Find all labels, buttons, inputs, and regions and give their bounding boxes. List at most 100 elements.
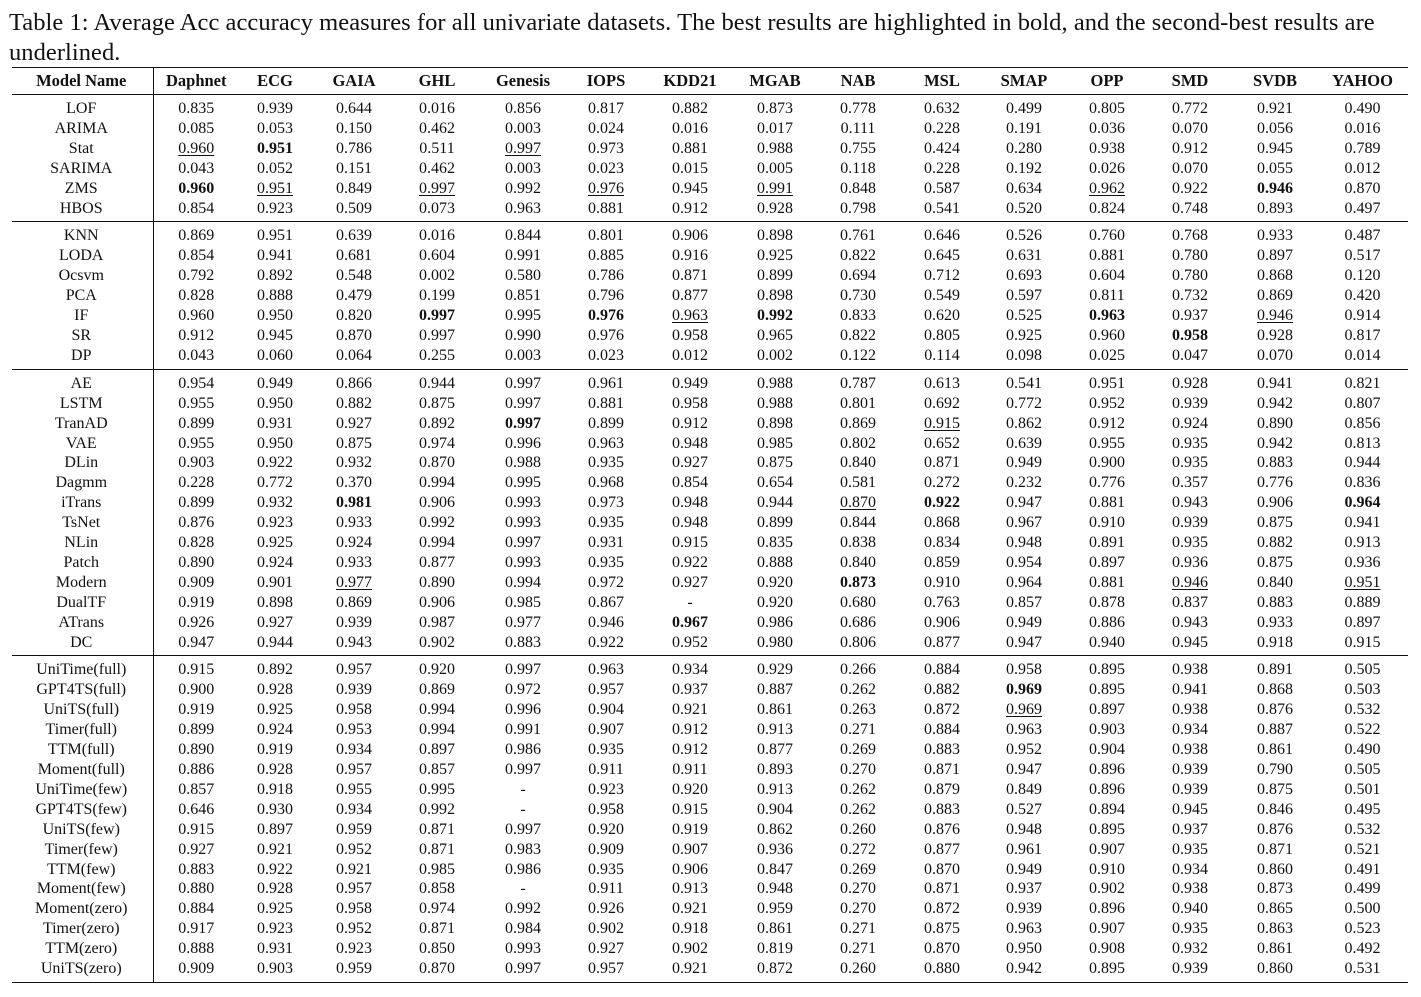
accuracy-value: 0.873 xyxy=(757,100,793,117)
accuracy-value: 0.960 xyxy=(178,179,215,197)
accuracy-value: 0.016 xyxy=(419,100,455,117)
accuracy-value: 0.824 xyxy=(1089,199,1125,217)
accuracy-cell: 0.938 xyxy=(1147,740,1233,760)
accuracy-value: 0.692 xyxy=(924,394,960,412)
accuracy-value: 0.920 xyxy=(672,780,708,798)
accuracy-value: 0.015 xyxy=(672,159,708,177)
accuracy-cell: 0.950 xyxy=(239,394,311,414)
accuracy-value: 0.495 xyxy=(1344,800,1381,818)
accuracy-cell: 0.900 xyxy=(153,680,239,700)
accuracy-value: 0.933 xyxy=(1257,227,1293,245)
accuracy-value: 0.912 xyxy=(178,326,215,344)
accuracy-cell: 0.997 xyxy=(397,306,477,326)
accuracy-value: 0.262 xyxy=(840,800,876,818)
accuracy-value: 0.899 xyxy=(178,414,215,432)
accuracy-cell: 0.833 xyxy=(813,306,903,326)
accuracy-value: 0.904 xyxy=(757,800,793,818)
accuracy-value: 0.938 xyxy=(1172,880,1208,898)
accuracy-value: 0.036 xyxy=(1089,119,1125,137)
accuracy-value: 0.951 xyxy=(257,139,293,157)
accuracy-value: 0.060 xyxy=(257,346,293,364)
accuracy-cell: 0.860 xyxy=(1233,860,1317,880)
accuracy-value: 0.939 xyxy=(1172,780,1208,798)
accuracy-cell: 0.868 xyxy=(1233,266,1317,286)
accuracy-value: 0.995 xyxy=(505,307,541,325)
accuracy-cell: 0.997 xyxy=(477,533,569,553)
accuracy-cell: 0.907 xyxy=(1067,840,1147,860)
accuracy-value: 0.877 xyxy=(757,741,793,759)
accuracy-cell: 0.955 xyxy=(153,394,239,414)
accuracy-cell: 0.928 xyxy=(1233,326,1317,346)
accuracy-cell: 0.270 xyxy=(813,899,903,919)
accuracy-value: 0.833 xyxy=(840,307,876,325)
accuracy-cell: 0.985 xyxy=(397,860,477,880)
accuracy-value: 0.026 xyxy=(1089,159,1125,177)
accuracy-cell: 0.272 xyxy=(813,840,903,860)
accuracy-cell: 0.806 xyxy=(813,633,903,656)
accuracy-value: 0.877 xyxy=(672,287,708,305)
accuracy-value: 0.271 xyxy=(840,721,876,739)
accuracy-value: 0.941 xyxy=(1257,374,1293,392)
accuracy-value: 0.912 xyxy=(1089,414,1125,432)
accuracy-cell: 0.639 xyxy=(981,434,1067,454)
accuracy-value: 0.526 xyxy=(1006,227,1042,245)
accuracy-value: 0.869 xyxy=(336,593,372,611)
accuracy-cell: 0.883 xyxy=(903,740,981,760)
accuracy-cell: 0.910 xyxy=(903,573,981,593)
accuracy-value: 0.890 xyxy=(178,741,215,759)
accuracy-value: 0.961 xyxy=(1006,840,1042,858)
accuracy-cell: 0.951 xyxy=(1067,369,1147,393)
accuracy-cell: 0.963 xyxy=(1067,306,1147,326)
accuracy-cell: 0.005 xyxy=(737,159,813,179)
accuracy-cell: 0.936 xyxy=(1147,553,1233,573)
accuracy-cell: 0.986 xyxy=(477,860,569,880)
accuracy-cell: 0.499 xyxy=(981,95,1067,119)
accuracy-cell: 0.938 xyxy=(1147,700,1233,720)
accuracy-value: 0.937 xyxy=(1172,307,1208,325)
accuracy-value: 0.906 xyxy=(672,227,708,245)
accuracy-value: 0.992 xyxy=(757,307,793,325)
accuracy-value: 0.639 xyxy=(336,227,372,245)
accuracy-cell: 0.891 xyxy=(1067,533,1147,553)
accuracy-value: 0.270 xyxy=(840,761,876,778)
accuracy-cell: 0.896 xyxy=(1067,899,1147,919)
accuracy-cell: 0.935 xyxy=(569,860,643,880)
accuracy-value: 0.922 xyxy=(588,633,624,651)
accuracy-cell: 0.525 xyxy=(981,306,1067,326)
accuracy-cell: 0.958 xyxy=(643,326,737,346)
model-name-cell: Ocsvm xyxy=(12,266,154,287)
accuracy-value: 0.957 xyxy=(336,880,372,898)
accuracy-cell: 0.789 xyxy=(1317,139,1408,159)
accuracy-cell: 0.813 xyxy=(1317,434,1408,454)
accuracy-value: 0.497 xyxy=(1344,199,1381,217)
accuracy-value: 0.906 xyxy=(419,494,455,512)
accuracy-cell: 0.541 xyxy=(903,199,981,222)
accuracy-cell: 0.925 xyxy=(737,246,813,266)
model-name-cell: Timer(zero) xyxy=(12,919,154,940)
accuracy-value: 0.996 xyxy=(505,434,541,452)
accuracy-value: 0.881 xyxy=(1089,573,1125,591)
accuracy-value: 0.522 xyxy=(1344,721,1381,739)
accuracy-cell: 0.933 xyxy=(1233,613,1317,633)
accuracy-value: 0.805 xyxy=(924,326,960,344)
accuracy-cell: 0.943 xyxy=(1147,493,1233,513)
model-name-cell: Moment(few) xyxy=(12,879,154,900)
accuracy-value: 0.897 xyxy=(1089,553,1125,571)
table-row: LOF 0.835 0.939 0.644 0.016 0.856 0.817 0.882 0.… xyxy=(12,94,1408,119)
accuracy-value: 0.997 xyxy=(505,761,541,778)
accuracy-cell: 0.085 xyxy=(153,119,239,139)
accuracy-cell: 0.869 xyxy=(397,680,477,700)
accuracy-value: 0.958 xyxy=(588,800,624,818)
accuracy-cell: 0.897 xyxy=(1067,553,1147,573)
accuracy-cell: 0.944 xyxy=(397,369,477,393)
accuracy-value: 0.933 xyxy=(336,553,372,571)
accuracy-value: 0.893 xyxy=(757,761,793,778)
accuracy-value: 0.228 xyxy=(924,119,960,137)
accuracy-cell: 0.997 xyxy=(477,760,569,780)
accuracy-value: 0.958 xyxy=(672,394,708,412)
accuracy-value: 0.951 xyxy=(1089,374,1125,392)
accuracy-cell: 0.869 xyxy=(311,593,397,613)
accuracy-value: 0.950 xyxy=(257,307,293,325)
accuracy-value: 0.913 xyxy=(757,780,793,798)
accuracy-value: 0.928 xyxy=(257,761,293,778)
